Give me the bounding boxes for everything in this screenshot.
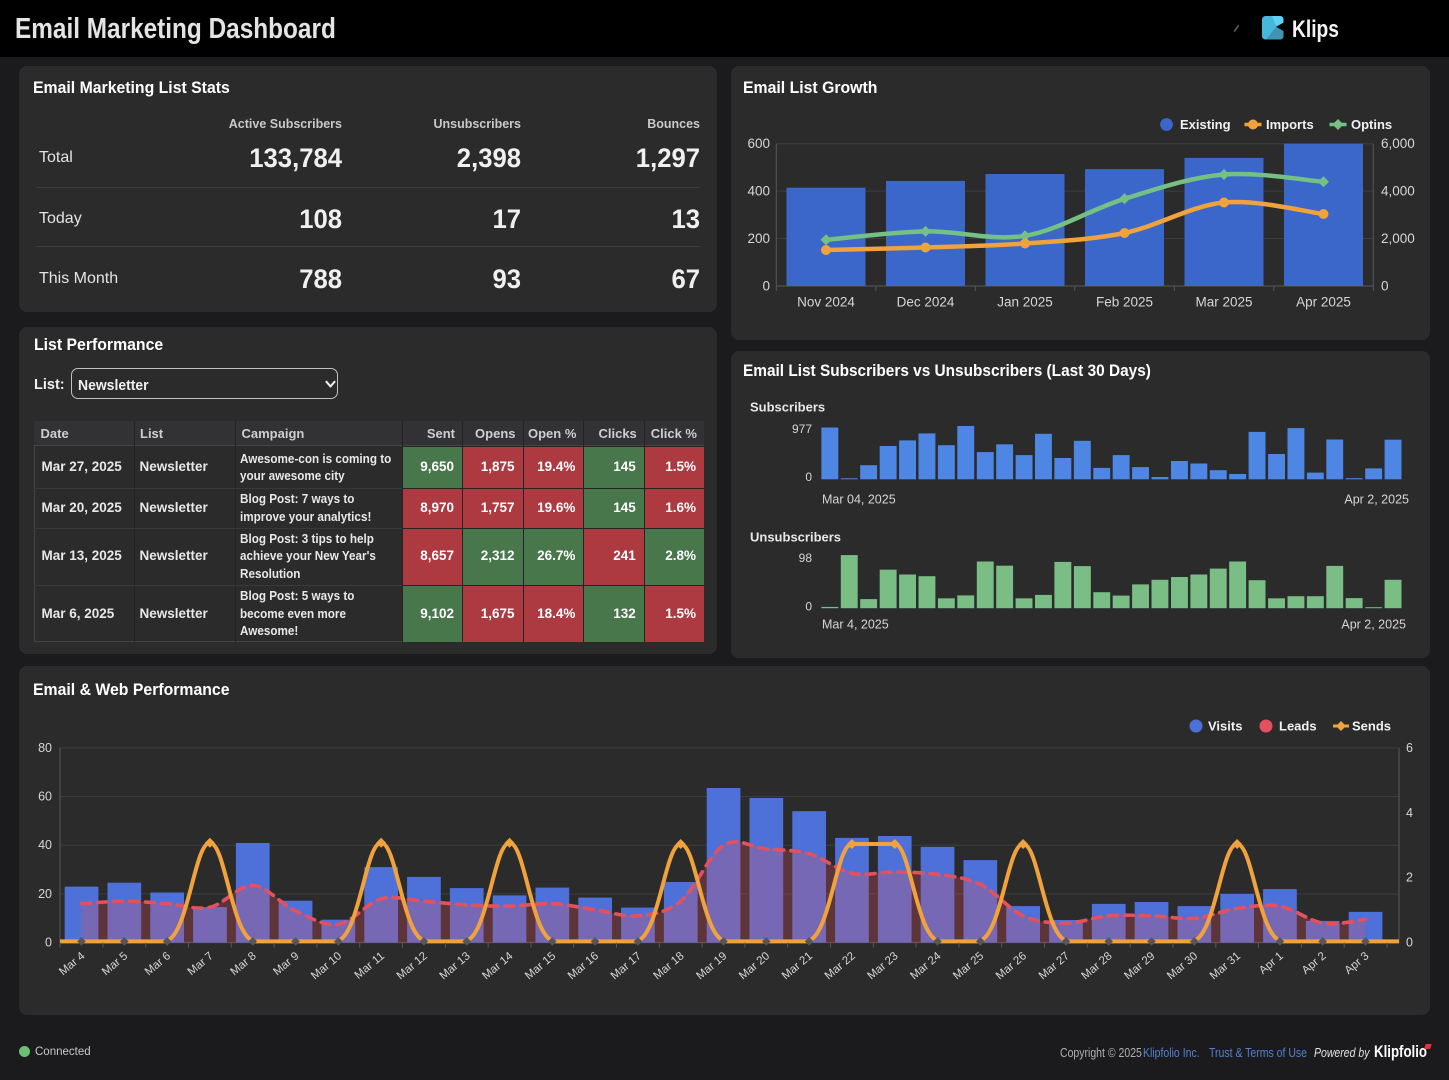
svg-text:Mar 7: Mar 7 (186, 950, 216, 978)
svg-text:Mar 21: Mar 21 (780, 950, 815, 982)
svg-text:Mar 12: Mar 12 (395, 950, 430, 982)
svg-text:2: 2 (1406, 871, 1413, 885)
svg-text:4,000: 4,000 (1381, 184, 1415, 199)
svg-text:Leads: Leads (1279, 719, 1317, 734)
svg-text:40: 40 (38, 838, 52, 852)
svg-text:Mar 30: Mar 30 (1165, 950, 1200, 982)
svg-text:Mar 13: Mar 13 (438, 950, 473, 982)
svg-text:Mar 04, 2025: Mar 04, 2025 (822, 493, 896, 507)
svg-text:Jan 2025: Jan 2025 (997, 295, 1053, 310)
svg-text:Mar 29: Mar 29 (1122, 950, 1157, 982)
svg-text:20: 20 (38, 887, 52, 901)
svg-text:Visits: Visits (1208, 719, 1242, 734)
svg-text:Mar 5: Mar 5 (100, 950, 130, 978)
svg-text:Apr 2, 2025: Apr 2, 2025 (1344, 493, 1409, 507)
svg-text:Unsubscribers: Unsubscribers (750, 530, 841, 545)
svg-text:Mar 27: Mar 27 (1037, 950, 1072, 982)
svg-text:Apr 1: Apr 1 (1257, 950, 1286, 977)
svg-text:4: 4 (1406, 806, 1413, 820)
svg-text:0: 0 (1406, 936, 1413, 950)
svg-text:Apr 2: Apr 2 (1300, 950, 1329, 977)
svg-text:98: 98 (799, 551, 813, 565)
svg-text:Optins: Optins (1351, 117, 1392, 132)
svg-text:6: 6 (1406, 741, 1413, 755)
svg-text:Mar 17: Mar 17 (609, 950, 644, 982)
svg-text:Mar 10: Mar 10 (309, 950, 344, 982)
svg-text:400: 400 (747, 184, 770, 199)
svg-text:Mar 4, 2025: Mar 4, 2025 (822, 618, 889, 632)
svg-text:Mar 4: Mar 4 (57, 950, 88, 978)
svg-text:Mar 28: Mar 28 (1079, 950, 1114, 982)
svg-text:Apr 2, 2025: Apr 2, 2025 (1341, 618, 1406, 632)
svg-text:6,000: 6,000 (1381, 136, 1415, 151)
svg-text:Mar 2025: Mar 2025 (1195, 295, 1252, 310)
svg-text:Mar 11: Mar 11 (353, 950, 387, 982)
svg-text:Mar 24: Mar 24 (908, 950, 944, 983)
svg-text:977: 977 (792, 422, 812, 436)
svg-text:Mar 14: Mar 14 (480, 950, 516, 983)
svg-text:0: 0 (805, 600, 812, 614)
svg-text:Dec 2024: Dec 2024 (897, 295, 955, 310)
svg-text:Feb 2025: Feb 2025 (1096, 295, 1153, 310)
svg-text:Mar 20: Mar 20 (737, 950, 772, 982)
svg-text:Nov 2024: Nov 2024 (797, 295, 855, 310)
svg-text:Mar 26: Mar 26 (994, 950, 1029, 982)
svg-text:0: 0 (45, 936, 52, 950)
svg-text:Sends: Sends (1352, 719, 1391, 734)
svg-text:0: 0 (762, 279, 770, 294)
svg-text:0: 0 (805, 470, 812, 484)
svg-text:Mar 19: Mar 19 (694, 950, 729, 982)
svg-text:Mar 15: Mar 15 (523, 950, 558, 982)
svg-text:0: 0 (1381, 279, 1389, 294)
svg-text:Existing: Existing (1180, 117, 1231, 132)
svg-text:600: 600 (747, 136, 770, 151)
svg-text:Apr 2025: Apr 2025 (1296, 295, 1351, 310)
svg-text:Mar 6: Mar 6 (143, 950, 173, 978)
svg-text:2,000: 2,000 (1381, 231, 1415, 246)
svg-text:Mar 23: Mar 23 (865, 950, 900, 982)
svg-text:Imports: Imports (1266, 117, 1314, 132)
svg-text:Mar 31: Mar 31 (1208, 950, 1243, 982)
svg-text:Mar 16: Mar 16 (566, 950, 601, 982)
svg-text:80: 80 (38, 741, 52, 755)
svg-text:Mar 18: Mar 18 (651, 950, 686, 982)
svg-text:200: 200 (747, 231, 770, 246)
svg-text:60: 60 (38, 790, 52, 804)
svg-text:Mar 9: Mar 9 (271, 950, 301, 978)
svg-text:Apr 3: Apr 3 (1343, 950, 1372, 977)
svg-text:Mar 25: Mar 25 (951, 950, 986, 982)
svg-text:Subscribers: Subscribers (750, 400, 825, 415)
svg-text:Mar 22: Mar 22 (823, 950, 858, 982)
svg-text:Mar 8: Mar 8 (228, 950, 258, 978)
